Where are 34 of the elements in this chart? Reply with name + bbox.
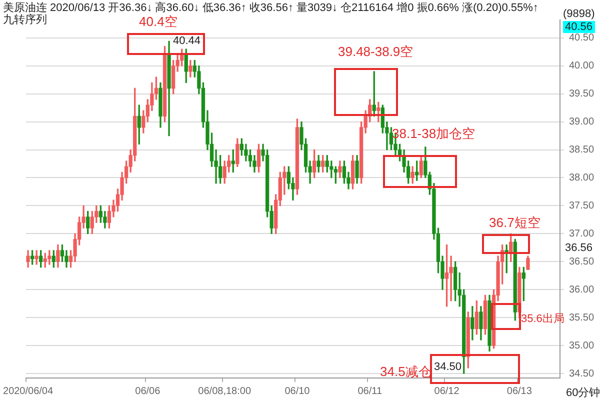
y-tick-label: 38.50 (569, 144, 594, 156)
y-tick-label: 36.50 (569, 256, 594, 268)
y-tick-label: 35.50 (569, 312, 594, 324)
annotation: 36.7短空 (489, 215, 540, 230)
y-tick-label: 38.00 (569, 172, 594, 184)
annotation: 40.44 (173, 35, 201, 47)
x-tick-label: 06/11 (358, 386, 382, 397)
annotation: 34.5减仓 (380, 364, 432, 379)
annotation: 38.1-38加仓空 (392, 126, 476, 141)
annotation: 39.48-38.9空 (338, 44, 414, 59)
x-tick-label: 06/12 (434, 386, 460, 397)
y-tick-label: 39.00 (569, 116, 594, 128)
y-tick-label: 40.50 (569, 32, 594, 44)
y-tick-label: 34.50 (569, 368, 594, 380)
text: 60分钟 (566, 387, 600, 399)
x-tick-label: 2020/06/04 (3, 386, 54, 397)
text: 36.56 (563, 242, 595, 254)
annotation: 40.4空 (139, 14, 178, 29)
x-tick-label: 06/13 (506, 386, 532, 397)
annotation: 34.50 (434, 361, 462, 373)
y-tick-label: 37.50 (569, 200, 594, 212)
y-tick-label: 35.00 (569, 340, 594, 352)
text: (9898) (563, 8, 595, 20)
y-tick-label: 37.00 (569, 228, 594, 240)
y-tick-label: 36.00 (569, 284, 594, 296)
annotation: 九转序列 (3, 14, 47, 26)
annotation: 35.6出局 (521, 312, 564, 327)
y-tick-label: 39.50 (569, 88, 594, 100)
y-tick-label: 40.00 (569, 60, 594, 72)
x-tick-label: 06/10 (284, 386, 310, 397)
text: 40.56 (563, 21, 595, 33)
text: 美原油连 2020/06/13 开36.36↓ 高36.60↓ 低36.36↑ 收36.56↑ 量3039↓ 仓2116164 增0 振0.66% 涨(0.20)0.55%↑ (3, 2, 538, 14)
x-tick-label: 06/08,18:00 (198, 386, 252, 397)
x-tick-label: 06/06 (135, 386, 161, 397)
